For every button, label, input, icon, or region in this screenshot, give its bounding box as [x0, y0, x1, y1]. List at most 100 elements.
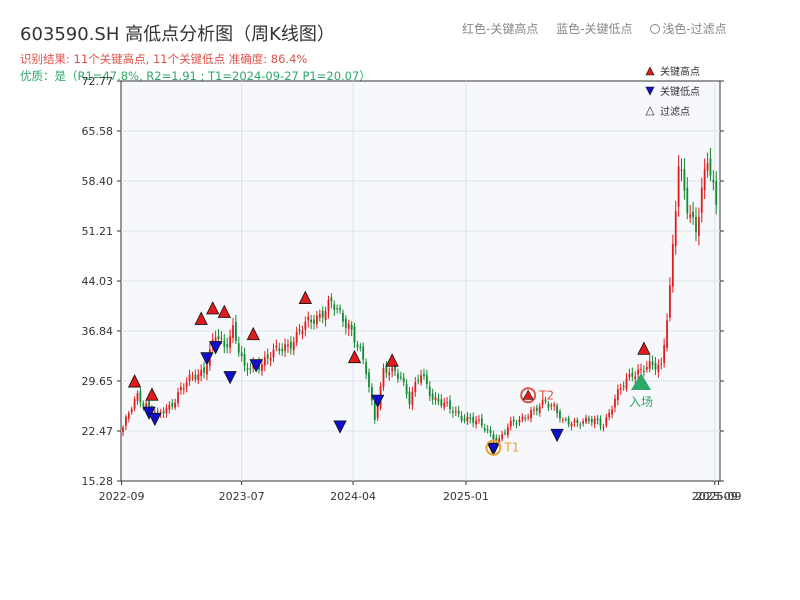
candle: [544, 396, 547, 404]
candle: [506, 423, 509, 439]
candle: [501, 430, 503, 442]
candle: [339, 304, 341, 314]
candle-body: [637, 369, 640, 375]
candle: [654, 356, 657, 375]
candle-body: [376, 407, 379, 418]
candle-body: [697, 217, 700, 236]
candle: [553, 401, 556, 411]
candle-body: [278, 348, 281, 351]
candle: [535, 404, 538, 416]
candle: [182, 383, 185, 395]
annotations: T1 T2 入场: [485, 373, 653, 456]
candle: [203, 361, 205, 379]
candle: [316, 310, 318, 329]
candle-body: [125, 416, 127, 426]
candle-body: [339, 307, 341, 310]
candle-body: [206, 365, 208, 375]
candle-body: [139, 391, 142, 403]
legend-filtered-label: 过滤点: [660, 105, 690, 118]
candle-body: [608, 412, 611, 418]
legend-red-text: 红色-关键高点: [462, 22, 539, 36]
candle-body: [425, 375, 428, 385]
candle-body: [243, 354, 246, 366]
candle-body: [437, 398, 440, 402]
candle: [648, 355, 651, 373]
candle: [431, 388, 434, 405]
candle-body: [411, 391, 414, 406]
candle-body: [593, 418, 596, 425]
candle-body: [336, 308, 339, 310]
candle-body: [703, 168, 706, 191]
candle: [194, 369, 197, 383]
candle-body: [642, 370, 645, 373]
candle-body: [483, 427, 486, 431]
candle: [336, 304, 339, 314]
candle: [452, 406, 454, 418]
recognition-result: 识别结果: 11个关键高点, 11个关键低点 准确度: 86.4%: [20, 52, 308, 66]
candle: [275, 339, 278, 352]
candle: [142, 400, 145, 411]
candle-body: [368, 372, 370, 388]
legend-low-label: 关键低点: [660, 85, 700, 98]
candle-body: [122, 427, 124, 433]
candle: [637, 364, 640, 381]
candle: [136, 390, 139, 405]
t2-circle: [520, 387, 537, 404]
key-high-marker: [127, 374, 142, 388]
candle-body: [405, 384, 408, 395]
candle: [538, 403, 541, 417]
candle: [614, 394, 616, 413]
key-high-marker: [194, 311, 208, 325]
candle-body: [588, 418, 590, 421]
y-tick-label: 29.65: [82, 375, 114, 388]
candle-body: [686, 187, 689, 214]
candle-body: [185, 382, 188, 388]
candle-body: [469, 417, 472, 419]
candle-body: [700, 187, 703, 213]
candle-body: [550, 405, 553, 407]
candle-body: [188, 374, 191, 381]
candle: [171, 398, 174, 410]
candle-body: [706, 163, 709, 171]
key-low-marker: [333, 420, 347, 434]
candle: [133, 396, 136, 412]
candle: [518, 416, 521, 427]
candle-body: [492, 434, 495, 440]
quality-line: 优质：是（R1=47.8%, R2=1.91 ; T1=2024-09-27 P…: [20, 69, 371, 83]
candle-body: [605, 417, 608, 426]
candle-body: [246, 368, 249, 370]
candle-body: [535, 407, 538, 411]
candle-body: [446, 402, 449, 404]
candle: [399, 371, 402, 381]
candle: [440, 394, 443, 409]
candle-body: [683, 169, 686, 191]
candle: [680, 158, 683, 182]
entry-marker: [631, 373, 652, 391]
candle-body: [333, 304, 336, 310]
candle-body: [518, 419, 521, 423]
candle: [130, 406, 133, 415]
candle-body: [712, 180, 715, 183]
chart-title: 603590.SH 高低点分析图（周K线图）: [20, 24, 335, 45]
candle: [588, 415, 590, 424]
candle-body: [344, 318, 347, 328]
y-tick-label: 22.47: [82, 425, 114, 438]
candle-body: [304, 321, 307, 330]
candle: [480, 413, 483, 429]
candle-body: [240, 352, 243, 357]
candle: [671, 234, 674, 293]
candle-body: [472, 417, 475, 423]
y-tick-label: 15.28: [82, 475, 114, 488]
candle: [564, 417, 567, 422]
candle-body: [509, 420, 512, 427]
candle-body: [370, 386, 373, 401]
candle: [281, 343, 284, 357]
key-low-marker: [200, 352, 214, 366]
candle-body: [388, 372, 391, 376]
candle-body: [177, 392, 179, 404]
candle: [599, 415, 602, 431]
candle-body: [709, 158, 712, 176]
candle: [388, 367, 391, 381]
candle: [301, 325, 304, 340]
